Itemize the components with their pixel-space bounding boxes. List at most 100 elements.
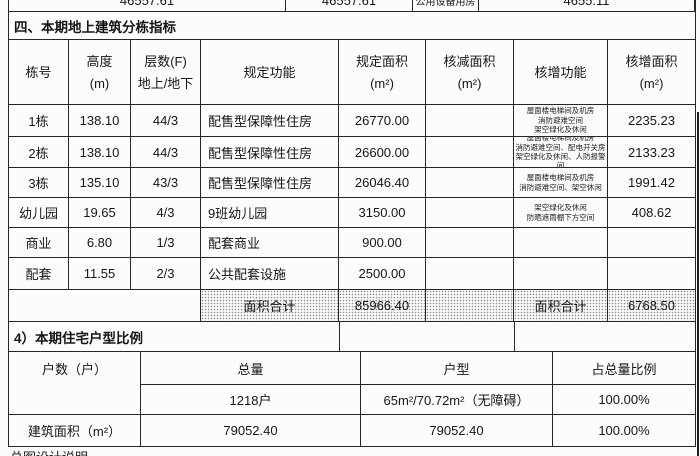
cell-reduced-area [426,198,514,228]
table-row: 幼儿园 19.65 4/3 9班幼儿园 3150.00 架空绿化及休闲 防晒遮雨… [9,198,695,228]
cell-blank [515,322,695,352]
cell-block-id: 1栋 [9,105,69,137]
header-label: 核增面积 [625,53,678,69]
cell-added-area [608,228,695,258]
table-row: 2栋 138.10 44/3 配售型保障性住房 26600.00 屋面楼电梯间及… [9,137,695,168]
cell-blank [9,290,201,322]
header-block-id: 栋号 [9,40,69,105]
header-reduced-area: 核减面积 (m²) [426,40,514,105]
drawing-frame-edge-line [697,112,699,456]
cell-added-function [514,228,608,258]
cell-block-id: 2栋 [9,137,69,168]
header-ratio: 占总量比例 [553,352,695,385]
header-label: 规定面积 [355,53,408,69]
bottom-clipped-text: 总图设计说明 [10,447,88,456]
cell-floors: 43/3 [131,168,201,198]
table-header-row: 栋号 高度 (m) 层数(F) 地上/地下 规定功能 规定面积 (m²) 核减面… [9,40,695,105]
cell-area: 26600.00 [339,137,426,168]
header-label: 栋号 [25,64,52,80]
cell-height: 11.55 [69,258,131,290]
cell-added-area: 2235.23 [608,105,695,137]
cell-function: 配售型保障性住房 [201,168,339,198]
cell-ratio: 100.00% [553,385,695,415]
cell-area-value: 46557.61 [286,0,413,11]
cell-added-function: 架空绿化及休闲 防晒遮雨棚下方空间 [514,198,608,228]
header-unit: (m²) [639,75,664,91]
cell-reduced-area [426,258,514,290]
cell-reduced-area [426,168,514,198]
header-label: 核减面积 [443,53,496,69]
table-row: 1218户 65m²/70.72m²（无障碍） 100.00% [9,385,695,415]
header-height: 高度 (m) [69,40,131,105]
header-added-function: 核增功能 [514,40,608,105]
cell-block-id: 3栋 [9,168,69,198]
table-row: 配套 11.55 2/3 公共配套设施 2500.00 [9,258,695,290]
header-area: 规定面积 (m²) [339,40,426,105]
cell-added-function: 屋面楼电梯间及机房 消防避难空间、架空休闲 [514,168,608,198]
header-unit: (m) [89,75,110,91]
cell-area: 3150.00 [339,198,426,228]
cell-added-area: 1991.42 [608,168,695,198]
cell-function: 配套商业 [201,228,339,258]
cell-floor-area: 79052.40 [361,415,553,447]
cell-height: 135.10 [69,168,131,198]
table-row: 商业 6.80 1/3 配套商业 900.00 [9,228,695,258]
cell-floors: 44/3 [131,105,201,137]
header-added-area: 核增面积 (m²) [608,40,695,105]
table-header-row: 户数（户） 总量 户型 占总量比例 [9,352,695,385]
cell-added-function: 屋面楼电梯间及机房 消防避难空间、配电开关房 架空绿化及休闲、人防报警间 [514,137,608,168]
cell-added-function [514,258,608,290]
cell-height: 6.80 [69,228,131,258]
cell-reduced-area [426,105,514,137]
header-label: 规定功能 [243,64,296,80]
cell-height: 138.10 [69,105,131,137]
cell-ratio: 100.00% [553,415,695,447]
header-function: 规定功能 [201,40,339,105]
cell-total-label: 面积合计 [201,290,339,322]
cell-total-added: 6768.50 [608,290,695,322]
header-label: 高度 [86,53,113,69]
cell-floors: 4/3 [131,198,201,228]
cell-total-reduced [426,290,514,322]
header-unit-type: 户型 [361,352,553,385]
table-row: 3栋 135.10 43/3 配售型保障性住房 26046.40 屋面楼电梯间及… [9,168,695,198]
cell-area: 2500.00 [339,258,426,290]
totals-row: 面积合计 85966.40 面积合计 6768.50 [9,290,695,322]
header-floors: 层数(F) 地上/地下 [131,40,201,105]
cell-block-id: 商业 [9,228,69,258]
cell-blank [340,322,515,352]
cell-added-area: 2133.23 [608,137,695,168]
cell-added-area [608,258,695,290]
cell-added-area: 408.62 [608,198,695,228]
table-row: 建筑面积（m²） 79052.40 79052.40 100.00% [9,415,695,447]
cell-reduced-area [426,137,514,168]
unit-mix-table: 4）本期住宅户型比例 户数（户） 总量 户型 占总量比例 1218户 65m²/… [8,322,696,447]
table-row: 46557.61 46557.61 公用设备用房 4655.11 [9,0,695,11]
cell-unit-type: 65m²/70.72m²（无障碍） [361,385,553,415]
cell-reduced-area [426,228,514,258]
header-sublabel: 地上/地下 [137,75,194,91]
cell-function: 9班幼儿园 [201,198,339,228]
cell-block-id: 配套 [9,258,69,290]
section-title-row: 4）本期住宅户型比例 [9,322,695,352]
cell-function: 公用设备用房 [413,0,479,11]
previous-section-partial-row: 46557.61 46557.61 公用设备用房 4655.11 [8,0,696,12]
cell-block-id: 幼儿园 [9,198,69,228]
cell-area-value: 4655.11 [479,0,695,11]
cell-function: 公共配套设施 [201,258,339,290]
cell-area-value: 46557.61 [9,0,286,11]
cell-row-label: 建筑面积（m²） [9,415,141,447]
header-household-count: 户数（户） [9,352,141,385]
cell-area: 26770.00 [339,105,426,137]
cell-total-area: 85966.40 [339,290,426,322]
header-label: 核增功能 [534,64,587,80]
cell-floors: 2/3 [131,258,201,290]
table-row: 1栋 138.10 44/3 配售型保障性住房 26770.00 屋面楼电梯间及… [9,105,695,137]
cell-floors: 1/3 [131,228,201,258]
cell-floor-area: 79052.40 [141,415,361,447]
header-total: 总量 [141,352,361,385]
cell-area: 900.00 [339,228,426,258]
building-metrics-table: 栋号 高度 (m) 层数(F) 地上/地下 规定功能 规定面积 (m²) 核减面… [8,40,696,322]
header-unit: (m²) [457,75,482,91]
